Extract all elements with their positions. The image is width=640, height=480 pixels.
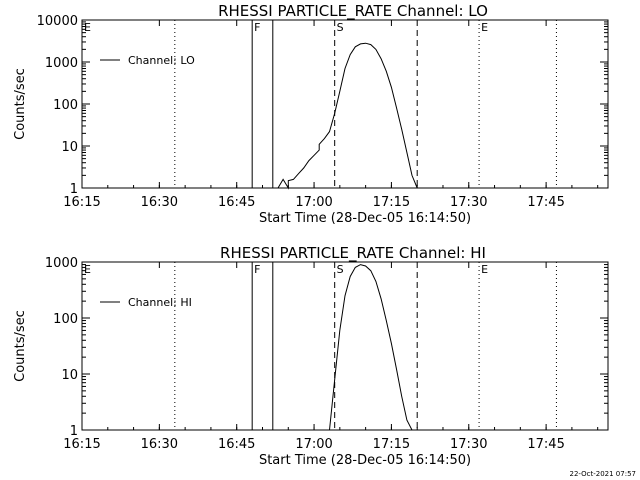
- x-tick-label-1: 16:30: [141, 437, 178, 452]
- x-tick-label-1: 17:45: [527, 437, 564, 452]
- x-tick-label-1: 16:15: [63, 437, 100, 452]
- y-tick-label-1: 1: [70, 424, 78, 439]
- x-tick-label-0: 17:45: [527, 195, 564, 210]
- x-tick-label-0: 17:30: [450, 195, 487, 210]
- x-tick-label-1: 16:45: [218, 437, 255, 452]
- x-tick-label-0: 16:30: [141, 195, 178, 210]
- marker-label-1: E: [84, 263, 91, 276]
- y-tick-label-0: 100: [53, 98, 78, 113]
- marker-label-0: F: [254, 21, 260, 34]
- plot-frame-1: [81, 261, 609, 431]
- legend-label-1: Channel: HI: [128, 296, 192, 309]
- marker-label-0: E: [481, 21, 488, 34]
- plot-frame-0: [81, 19, 609, 189]
- x-tick-label-0: 17:00: [295, 195, 332, 210]
- chart-title-0: RHESSI PARTICLE_RATE Channel: LO: [218, 2, 488, 21]
- series-line-0: [277, 42, 418, 190]
- series-line-1: [329, 264, 413, 431]
- x-tick-label-0: 17:15: [373, 195, 410, 210]
- marker-label-1: F: [254, 263, 260, 276]
- x-tick-label-0: 16:15: [63, 195, 100, 210]
- legend-label-0: Channel: LO: [128, 54, 195, 67]
- x-tick-label-1: 17:30: [450, 437, 487, 452]
- y-tick-label-1: 10: [61, 368, 78, 383]
- footer-timestamp: 22-Oct-2021 07:57: [569, 470, 636, 478]
- marker-label-0: E: [84, 21, 91, 34]
- y-tick-label-0: 1000: [45, 56, 78, 71]
- chart-title-1: RHESSI PARTICLE_RATE Channel: HI: [220, 244, 486, 263]
- y-axis-label-1: Counts/sec: [13, 310, 28, 382]
- y-tick-label-0: 10: [61, 140, 78, 155]
- y-tick-label-0: 1: [70, 182, 78, 197]
- y-tick-label-0: 10000: [37, 14, 78, 29]
- marker-label-1: E: [481, 263, 488, 276]
- x-tick-label-1: 17:15: [373, 437, 410, 452]
- x-tick-label-1: 17:00: [295, 437, 332, 452]
- marker-label-0: S: [337, 21, 344, 34]
- y-tick-label-1: 100: [53, 312, 78, 327]
- x-axis-label-1: Start Time (28-Dec-05 16:14:50): [259, 453, 471, 468]
- y-axis-label-0: Counts/sec: [13, 68, 28, 140]
- x-axis-label-0: Start Time (28-Dec-05 16:14:50): [259, 211, 471, 226]
- marker-label-1: S: [337, 263, 344, 276]
- y-tick-label-1: 1000: [45, 256, 78, 271]
- x-tick-label-0: 16:45: [218, 195, 255, 210]
